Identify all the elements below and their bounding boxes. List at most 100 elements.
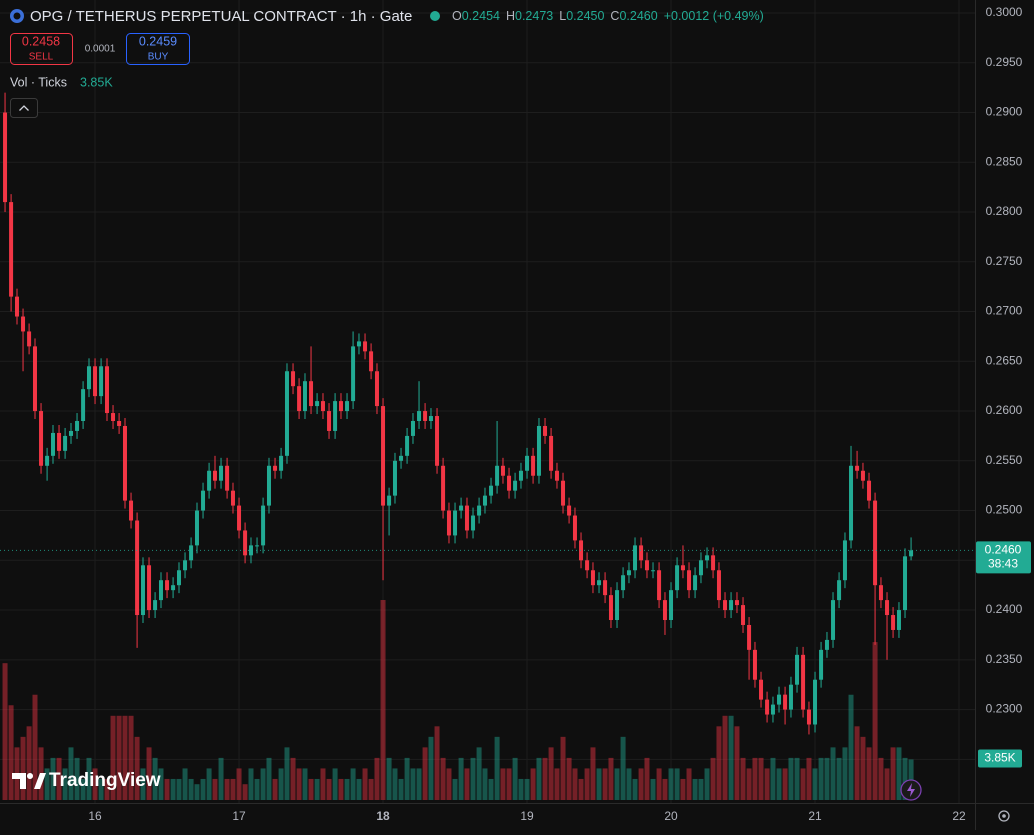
volume-bar bbox=[236, 768, 242, 800]
candle-body bbox=[716, 570, 721, 601]
x-tick-label: 22 bbox=[952, 809, 966, 823]
collapse-button[interactable] bbox=[10, 98, 38, 118]
volume-bar bbox=[230, 778, 236, 800]
settings-icon[interactable] bbox=[998, 810, 1010, 822]
candle-body bbox=[495, 465, 500, 486]
volume-bar bbox=[566, 757, 572, 800]
volume-value-box bbox=[978, 749, 1022, 768]
candle-body bbox=[351, 346, 356, 402]
volume-bar bbox=[482, 768, 488, 800]
candle-body bbox=[536, 425, 541, 476]
candle-body bbox=[189, 545, 194, 561]
volume-bar bbox=[218, 757, 224, 800]
candle-body bbox=[687, 570, 692, 591]
candle-body bbox=[104, 366, 109, 414]
volume-bar bbox=[500, 768, 506, 800]
candle-body bbox=[176, 570, 181, 586]
chart-title[interactable]: OPG / TETHERUS PERPETUAL CONTRACT · 1h ·… bbox=[30, 8, 412, 25]
candle-body bbox=[770, 704, 775, 715]
y-tick-label: 0.2900 bbox=[986, 105, 1023, 119]
ohlc-legend: O0.2454 H0.2473 L0.2450 C0.2460 +0.0012 (+0.… bbox=[452, 9, 764, 23]
y-tick-label: 0.2700 bbox=[986, 304, 1023, 318]
y-tick-label: 0.2300 bbox=[986, 702, 1023, 716]
volume-bar bbox=[704, 768, 710, 800]
candle-body bbox=[302, 381, 307, 412]
volume-bar bbox=[2, 663, 8, 800]
spread: 0.0001 bbox=[85, 44, 116, 55]
candle-body bbox=[680, 565, 685, 571]
candle-body bbox=[387, 495, 392, 506]
volume-bar bbox=[470, 757, 476, 800]
candle-body bbox=[32, 346, 37, 412]
candle-body bbox=[237, 505, 242, 531]
volume-bar bbox=[104, 778, 110, 800]
volume-bar bbox=[788, 757, 794, 800]
candle-body bbox=[783, 694, 788, 710]
candle-body bbox=[230, 490, 235, 506]
y-tick-label: 0.2850 bbox=[986, 154, 1023, 168]
sell-label: SELL bbox=[29, 52, 54, 63]
volume-bar bbox=[632, 778, 638, 800]
y-tick-label: 0.2750 bbox=[986, 254, 1023, 268]
volume-bar bbox=[350, 768, 356, 800]
candle-body bbox=[21, 316, 26, 332]
candle-body bbox=[903, 556, 908, 611]
candle-body bbox=[500, 465, 505, 476]
volume-bar bbox=[662, 778, 668, 800]
candle-body bbox=[693, 575, 698, 591]
candle-body bbox=[765, 699, 770, 715]
candle-body bbox=[896, 610, 901, 630]
candle-body bbox=[567, 505, 572, 516]
candle-body bbox=[729, 600, 734, 611]
buy-price: 0.2459 bbox=[139, 34, 177, 48]
candle-body bbox=[644, 560, 649, 571]
candle-body bbox=[86, 366, 91, 390]
candle-body bbox=[93, 366, 98, 397]
buy-label: BUY bbox=[148, 52, 169, 63]
candle-body bbox=[518, 470, 523, 481]
volume-bar bbox=[884, 768, 890, 800]
volume-bar bbox=[416, 768, 422, 800]
y-tick-label: 0.2500 bbox=[986, 503, 1023, 517]
candle-body bbox=[471, 515, 476, 531]
candle-body bbox=[338, 401, 343, 412]
volume-bar bbox=[614, 768, 620, 800]
buy-button[interactable] bbox=[126, 33, 190, 65]
candle-body bbox=[201, 490, 206, 511]
candle-body bbox=[309, 381, 314, 407]
volume-pane bbox=[2, 600, 914, 800]
candle-body bbox=[135, 520, 140, 616]
volume-bar bbox=[272, 778, 278, 800]
sell-price: 0.2458 bbox=[22, 34, 60, 48]
volume-bar bbox=[758, 757, 764, 800]
candle-body bbox=[525, 455, 530, 471]
volume-bar bbox=[626, 768, 632, 800]
volume-bar bbox=[398, 778, 404, 800]
candle-body bbox=[279, 455, 284, 471]
candle-body bbox=[392, 460, 397, 496]
y-tick-label: 0.2800 bbox=[986, 204, 1023, 218]
candle-body bbox=[369, 351, 374, 372]
candle-body bbox=[423, 411, 428, 422]
candle-body bbox=[837, 580, 842, 601]
volume-bar bbox=[812, 768, 818, 800]
candle-body bbox=[399, 455, 404, 461]
y-tick-label: 0.2400 bbox=[986, 602, 1023, 616]
candle-body bbox=[255, 545, 260, 547]
candle-body bbox=[212, 470, 217, 481]
volume-bar bbox=[428, 736, 434, 800]
legend-value: 0.2460 bbox=[619, 9, 657, 23]
volume-bar bbox=[434, 726, 440, 800]
candle-body bbox=[248, 545, 253, 556]
volume-bar bbox=[680, 778, 686, 800]
sell-button[interactable] bbox=[10, 33, 73, 65]
legend-change: +0.0012 (+0.49%) bbox=[664, 9, 764, 23]
candle-body bbox=[111, 413, 116, 422]
candle-body bbox=[158, 580, 163, 601]
collapse-icon bbox=[19, 105, 29, 111]
candle-body bbox=[867, 480, 872, 501]
candle-body bbox=[711, 555, 716, 571]
candle-body bbox=[291, 371, 296, 387]
volume-bar bbox=[776, 768, 782, 800]
volume-bar bbox=[542, 757, 548, 800]
